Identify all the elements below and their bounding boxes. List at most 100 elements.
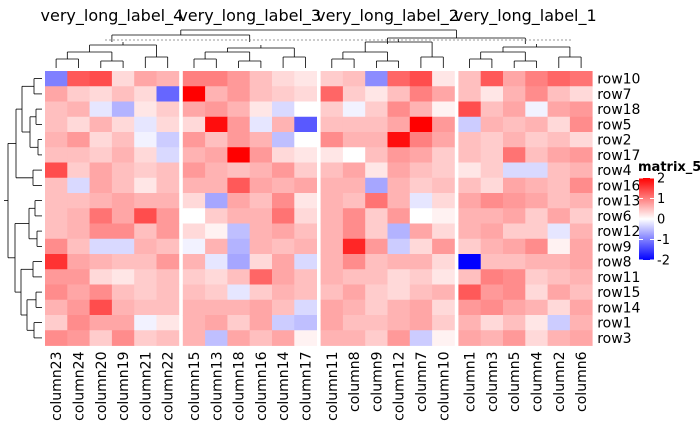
legend-tick-label: 0 [657,213,665,228]
heatmap-cell [156,71,180,87]
heatmap-cell [458,177,482,194]
heatmap-cell [503,238,526,255]
row-label: row9 [597,239,631,255]
heatmap-cell [67,254,90,270]
heatmap-cell [249,238,273,255]
heatmap-cell [503,223,526,240]
heatmap-cell [409,330,433,346]
heatmap-cell [134,254,157,270]
heatmap-cell [320,269,344,285]
heatmap-cell [182,193,206,209]
heatmap-cell [67,116,90,133]
heatmap-cell [89,132,113,148]
column-group-title: very_long_label_4 [41,6,184,26]
heatmap-cell [365,71,388,87]
heatmap-cell [342,86,366,102]
heatmap-cell [458,162,482,179]
heatmap-cell [480,86,504,102]
heatmap-cell [272,177,295,194]
heatmap-cell [272,223,295,240]
heatmap-cell [569,193,593,209]
heatmap-cell [432,162,455,179]
heatmap-cell [525,147,548,163]
heatmap-cell [111,208,135,224]
heatmap-cell [342,132,366,148]
column-label: column4 [530,351,546,412]
heatmap-cell [67,330,90,346]
heatmap-cell [320,132,344,148]
heatmap-cell [134,116,157,133]
heatmap-cell [320,238,344,255]
heatmap-cell [227,238,251,255]
heatmap-cell [134,238,157,255]
heatmap-cell [182,238,206,255]
heatmap-cell [365,101,388,118]
heatmap-cell [45,132,68,148]
heatmap-cell [320,177,344,194]
column-group-title: very_long_label_3 [178,6,321,26]
heatmap-cell [156,284,180,301]
heatmap-cell [365,315,388,331]
heatmap-cell [182,147,206,163]
heatmap-cell [156,330,180,346]
heatmap-cell [503,86,526,102]
heatmap-cell [569,208,593,224]
heatmap-cell [365,254,388,270]
heatmap-cell [547,177,571,194]
heatmap-cell [458,299,482,316]
heatmap-cell [134,284,157,301]
heatmap-cell [111,177,135,194]
heatmap-cell [89,162,113,179]
heatmap-cell [182,177,206,194]
heatmap-cell [111,330,135,346]
column-label: column19 [116,352,132,421]
heatmap-cell [409,86,433,102]
heatmap-cell [89,208,113,224]
heatmap-cell [387,330,411,346]
heatmap-cell [227,101,251,118]
row-label: row2 [597,133,631,149]
heatmap-cell [249,223,273,240]
heatmap-cell [432,116,455,133]
heatmap-cell [432,132,455,148]
heatmap-cell [342,101,366,118]
heatmap-cell [409,177,433,194]
heatmap-cell [272,208,295,224]
heatmap-cell [89,116,113,133]
heatmap-cell [89,86,113,102]
heatmap-cell [409,223,433,240]
heatmap-cell [227,132,251,148]
heatmap-cell [205,254,228,270]
heatmap-cell [227,254,251,270]
row-label: row15 [597,285,640,301]
heatmap-cell [365,238,388,255]
heatmap-cell [547,116,571,133]
heatmap-cell [480,162,504,179]
heatmap-cell [432,208,455,224]
heatmap-cell [182,208,206,224]
heatmap-cell [365,162,388,179]
heatmap-cell [480,284,504,301]
heatmap-cell [249,101,273,118]
heatmap-cell [547,147,571,163]
heatmap-cell [320,86,344,102]
heatmap-cell [409,299,433,316]
heatmap-cell [182,330,206,346]
heatmap-cell [480,147,504,163]
heatmap-cell [205,101,228,118]
legend-tick-label: 1 [657,192,665,207]
heatmap-cell [547,315,571,331]
row-label: row14 [597,300,640,316]
heatmap-cell [525,132,548,148]
heatmap-cell [547,284,571,301]
heatmap-cell [272,86,295,102]
heatmap-cell [227,299,251,316]
heatmap-cell [111,101,135,118]
heatmap-cell [547,208,571,224]
heatmap-cell [409,101,433,118]
heatmap-cell [249,132,273,148]
row-label: row12 [597,224,640,240]
heatmap-cell [67,223,90,240]
heatmap-cell [134,315,157,331]
